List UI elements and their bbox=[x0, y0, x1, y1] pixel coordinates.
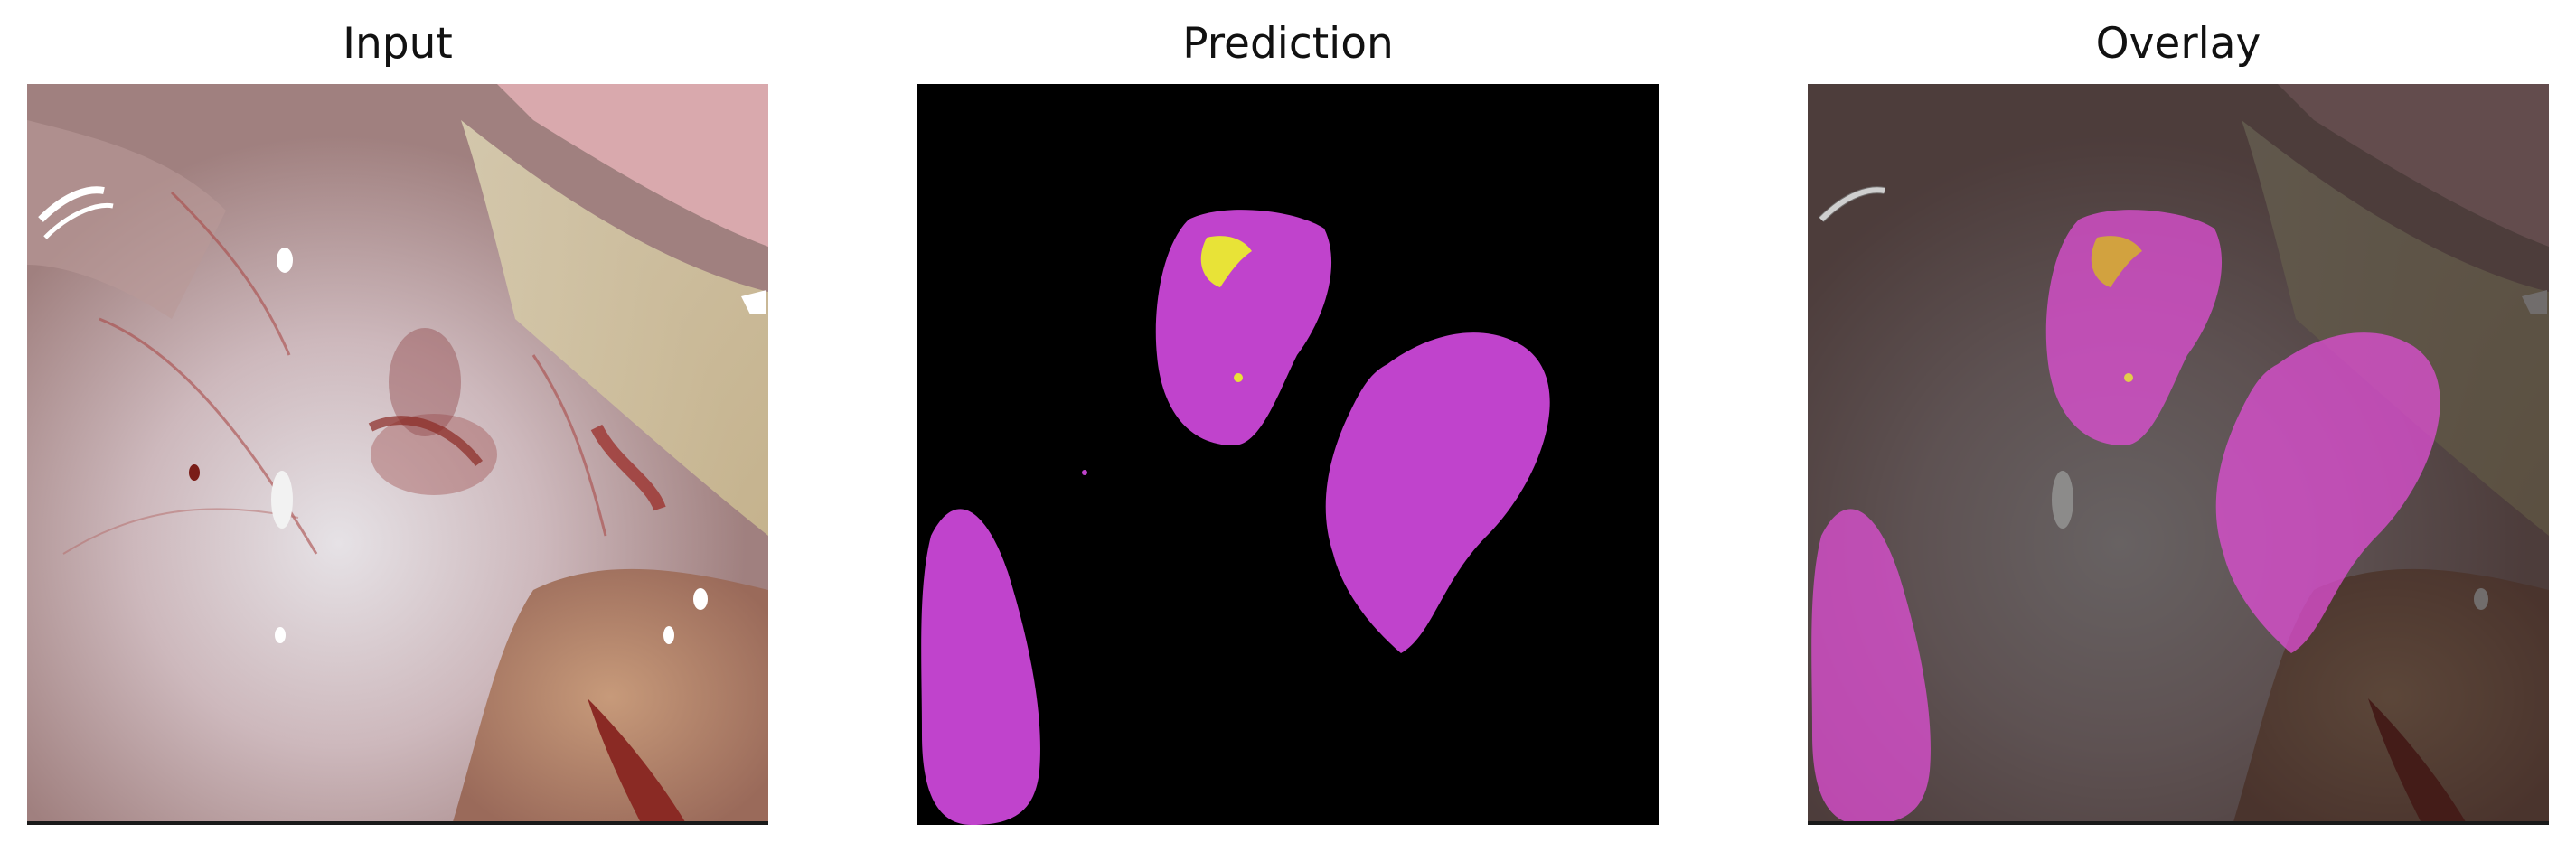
segment-yellow-1 bbox=[1200, 236, 1252, 287]
segment-magenta-3 bbox=[921, 509, 1040, 825]
overlay-image bbox=[1808, 84, 2549, 825]
segment-yellow-2 bbox=[1234, 373, 1243, 382]
segment-magenta-1 bbox=[1155, 210, 1332, 445]
panel-title-prediction: Prediction bbox=[1182, 19, 1394, 69]
segment-magenta-dot bbox=[1082, 470, 1087, 475]
input-image bbox=[27, 84, 768, 825]
panel-title-overlay: Overlay bbox=[2095, 19, 2261, 69]
panel-bottom-edge bbox=[27, 821, 768, 825]
panel-bottom-edge bbox=[1808, 821, 2549, 825]
segment-magenta-2 bbox=[1325, 332, 1550, 653]
panel-title-input: Input bbox=[343, 19, 453, 69]
prediction-mask bbox=[917, 84, 1659, 825]
